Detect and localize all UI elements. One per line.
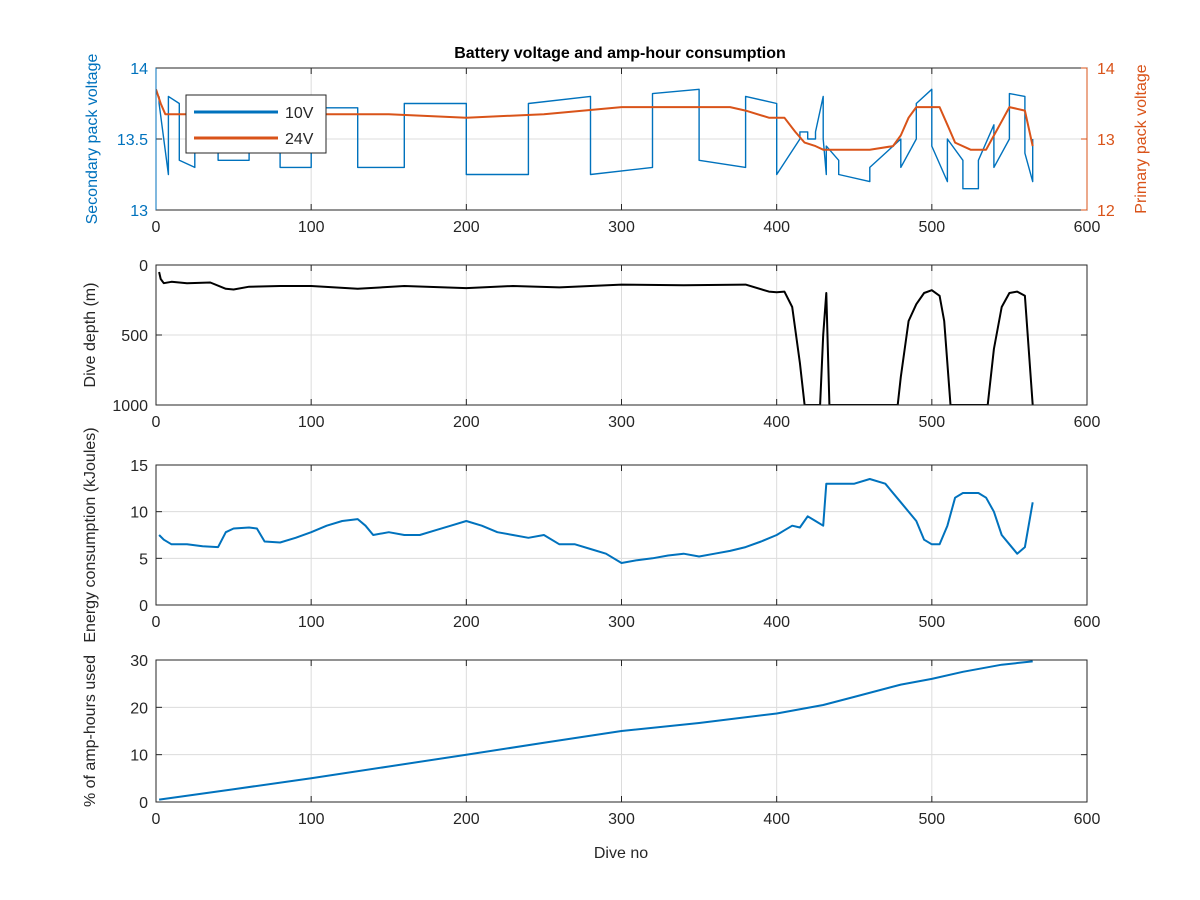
legend-label-10V: 10V [285,105,314,122]
x-tick-label: 100 [298,811,325,828]
x-tick-label: 300 [608,614,635,631]
x-tick-label: 500 [918,219,945,236]
panel-2: 0 100 200 300 400 500 600 0 500 1000 Dive depth (m… [82,258,1100,431]
legend-box [185,94,327,154]
series-line-panel3 [158,478,1034,564]
x-tick-label: 200 [453,811,480,828]
y-axis-label: Secondary pack voltage [84,54,101,225]
x-tick-label: 500 [918,414,945,431]
figure-title: Battery voltage and amp-hour consumption [454,45,786,62]
x-tick-label: 400 [763,811,790,828]
legend-label-24V: 24V [285,131,314,148]
x-tick-label: 100 [298,219,325,236]
y-right-tick-label: 12 [1097,203,1115,220]
series-group [158,271,1034,405]
y-tick-label: 13.5 [117,132,148,149]
y-axis-label: Dive depth (m) [82,283,99,388]
y-right-axis-label: Primary pack voltage [1133,64,1150,213]
x-tick-label: 500 [918,811,945,828]
y-tick-label: 10 [130,748,148,765]
y-tick-label: 5 [139,551,148,568]
x-tick-label: 600 [1074,614,1101,631]
y-axis-label: % of amp-hours used [82,655,99,807]
panel-4: 0 100 200 300 400 500 600 0 10 20 30 % of amp-hours… [82,653,1100,828]
x-tick-label: 300 [608,811,635,828]
x-tick-label: 200 [453,219,480,236]
panel-1: 0 100 200 300 400 500 600 13 13.5 14 12 13 14 Primary… [84,54,1150,236]
y-tick-label: 10 [130,505,148,522]
x-tick-label: 0 [152,614,161,631]
x-tick-label: 200 [453,614,480,631]
x-tick-label: 100 [298,414,325,431]
y-tick-label: 1000 [112,398,148,415]
x-axis-label: Dive no [594,845,648,862]
series-group [158,478,1034,564]
y-tick-label: 14 [130,61,148,78]
x-tick-label: 0 [152,811,161,828]
y-tick-label: 0 [139,795,148,812]
x-tick-label: 400 [763,414,790,431]
y-tick-label: 15 [130,458,148,475]
x-tick-label: 400 [763,219,790,236]
y-tick-label: 13 [130,203,148,220]
x-tick-label: 600 [1074,414,1101,431]
y-tick-label: 0 [139,598,148,615]
x-tick-label: 0 [152,414,161,431]
series-line-panel4 [158,660,1033,801]
x-tick-label: 100 [298,614,325,631]
y-axis-label: Energy consumption (kJoules) [82,427,99,642]
x-tick-label: 200 [453,414,480,431]
y-right-tick-label: 14 [1097,61,1115,78]
y-tick-label: 500 [121,328,148,345]
x-tick-label: 300 [608,414,635,431]
panel-3: 0 100 200 300 400 500 600 0 5 10 15 Energy consumpt… [82,427,1100,642]
x-tick-label: 500 [918,614,945,631]
y-tick-label: 0 [139,258,148,275]
legend: 10V 24V [185,94,327,154]
series-group [158,660,1033,801]
x-tick-label: 0 [152,219,161,236]
y-right-tick-label: 13 [1097,132,1115,149]
y-tick-label: 20 [130,700,148,717]
x-tick-label: 600 [1074,811,1101,828]
series-line-panel2 [158,271,1034,405]
x-tick-label: 600 [1074,219,1101,236]
x-tick-label: 400 [763,614,790,631]
x-tick-label: 300 [608,219,635,236]
y-tick-label: 30 [130,653,148,670]
